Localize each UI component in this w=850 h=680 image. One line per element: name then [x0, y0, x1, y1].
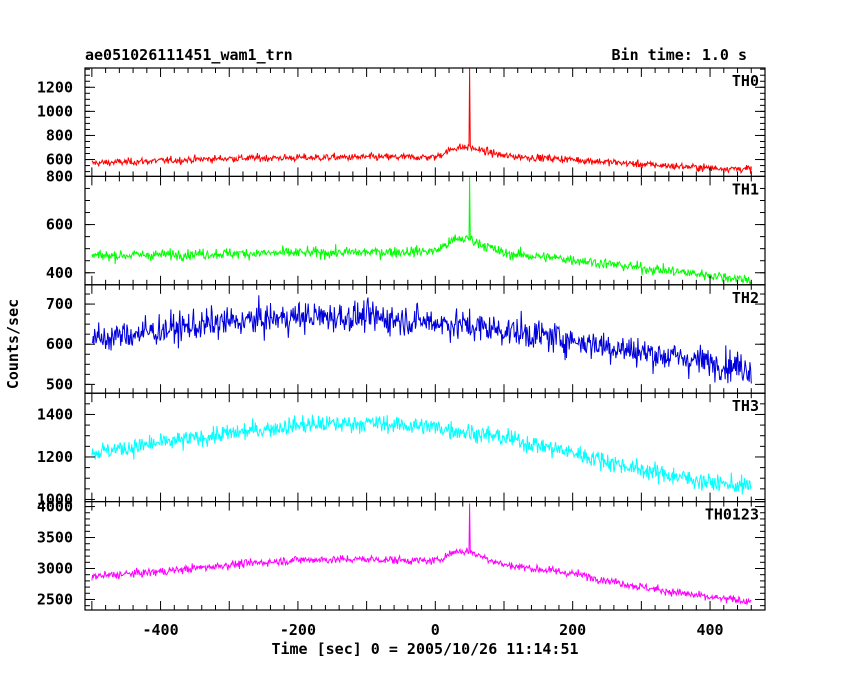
panel-frame: [84, 284, 766, 394]
y-tick-label: 1200: [37, 78, 73, 96]
panel-th1: 400 600 800 TH1: [46, 167, 766, 286]
panel-frame: [84, 392, 766, 503]
y-tick-label: 2500: [37, 590, 73, 608]
panel-label-th3: TH3: [732, 397, 759, 415]
y-tick-label: 800: [46, 126, 73, 144]
y-tick-label: 500: [46, 375, 73, 393]
series-line-th2: [91, 295, 752, 384]
bin-time-label: Bin time: 1.0 s: [612, 46, 747, 64]
y-tick-label: 1200: [37, 448, 73, 466]
series-line-th3: [91, 414, 752, 495]
panel-frame: [84, 501, 766, 611]
y-tick-label: 700: [46, 295, 73, 313]
x-axis-label: Time [sec] 0 = 2005/10/26 11:14:51: [271, 640, 578, 658]
y-tick-label: 1000: [37, 490, 73, 508]
chart-title: ae051026111451_wam1_trn: [85, 46, 293, 64]
y-tick-label: 400: [46, 264, 73, 282]
y-tick-label: 600: [46, 335, 73, 353]
y-tick-label: 800: [46, 167, 73, 185]
y-tick-label: 1400: [37, 405, 73, 423]
y-tick-label: 3500: [37, 529, 73, 547]
y-tick-label: 4000: [37, 498, 73, 516]
series-line-th0: [91, 68, 752, 175]
y-tick-label: 600: [46, 216, 73, 234]
x-tick-label: 400: [697, 621, 724, 639]
panel-label-th1: TH1: [732, 180, 759, 198]
panel-label-th0: TH0: [732, 72, 759, 90]
series-line-th0123: [91, 503, 752, 606]
y-tick-label: 600: [46, 151, 73, 169]
panel-label-th2: TH2: [732, 289, 759, 307]
panel-th0: 600 800 1000 1200 TH0: [37, 67, 766, 178]
series-line-th1: [91, 176, 752, 285]
y-tick-label: 3000: [37, 559, 73, 577]
x-tick-label: 200: [559, 621, 586, 639]
y-tick-label: 1000: [37, 102, 73, 120]
x-tick-label: 0: [431, 621, 440, 639]
panel-th0123: 2500 3000 3500 4000 TH0123: [37, 498, 766, 611]
panel-th3: 1000 1200 1400 TH3: [37, 392, 766, 508]
x-tick-label: -400: [142, 621, 178, 639]
x-tick-label: -200: [280, 621, 316, 639]
y-axis-label: Counts/sec: [4, 299, 22, 389]
panel-th2: 500 600 700 TH2: [46, 284, 766, 394]
panel-label-th0123: TH0123: [705, 506, 759, 524]
